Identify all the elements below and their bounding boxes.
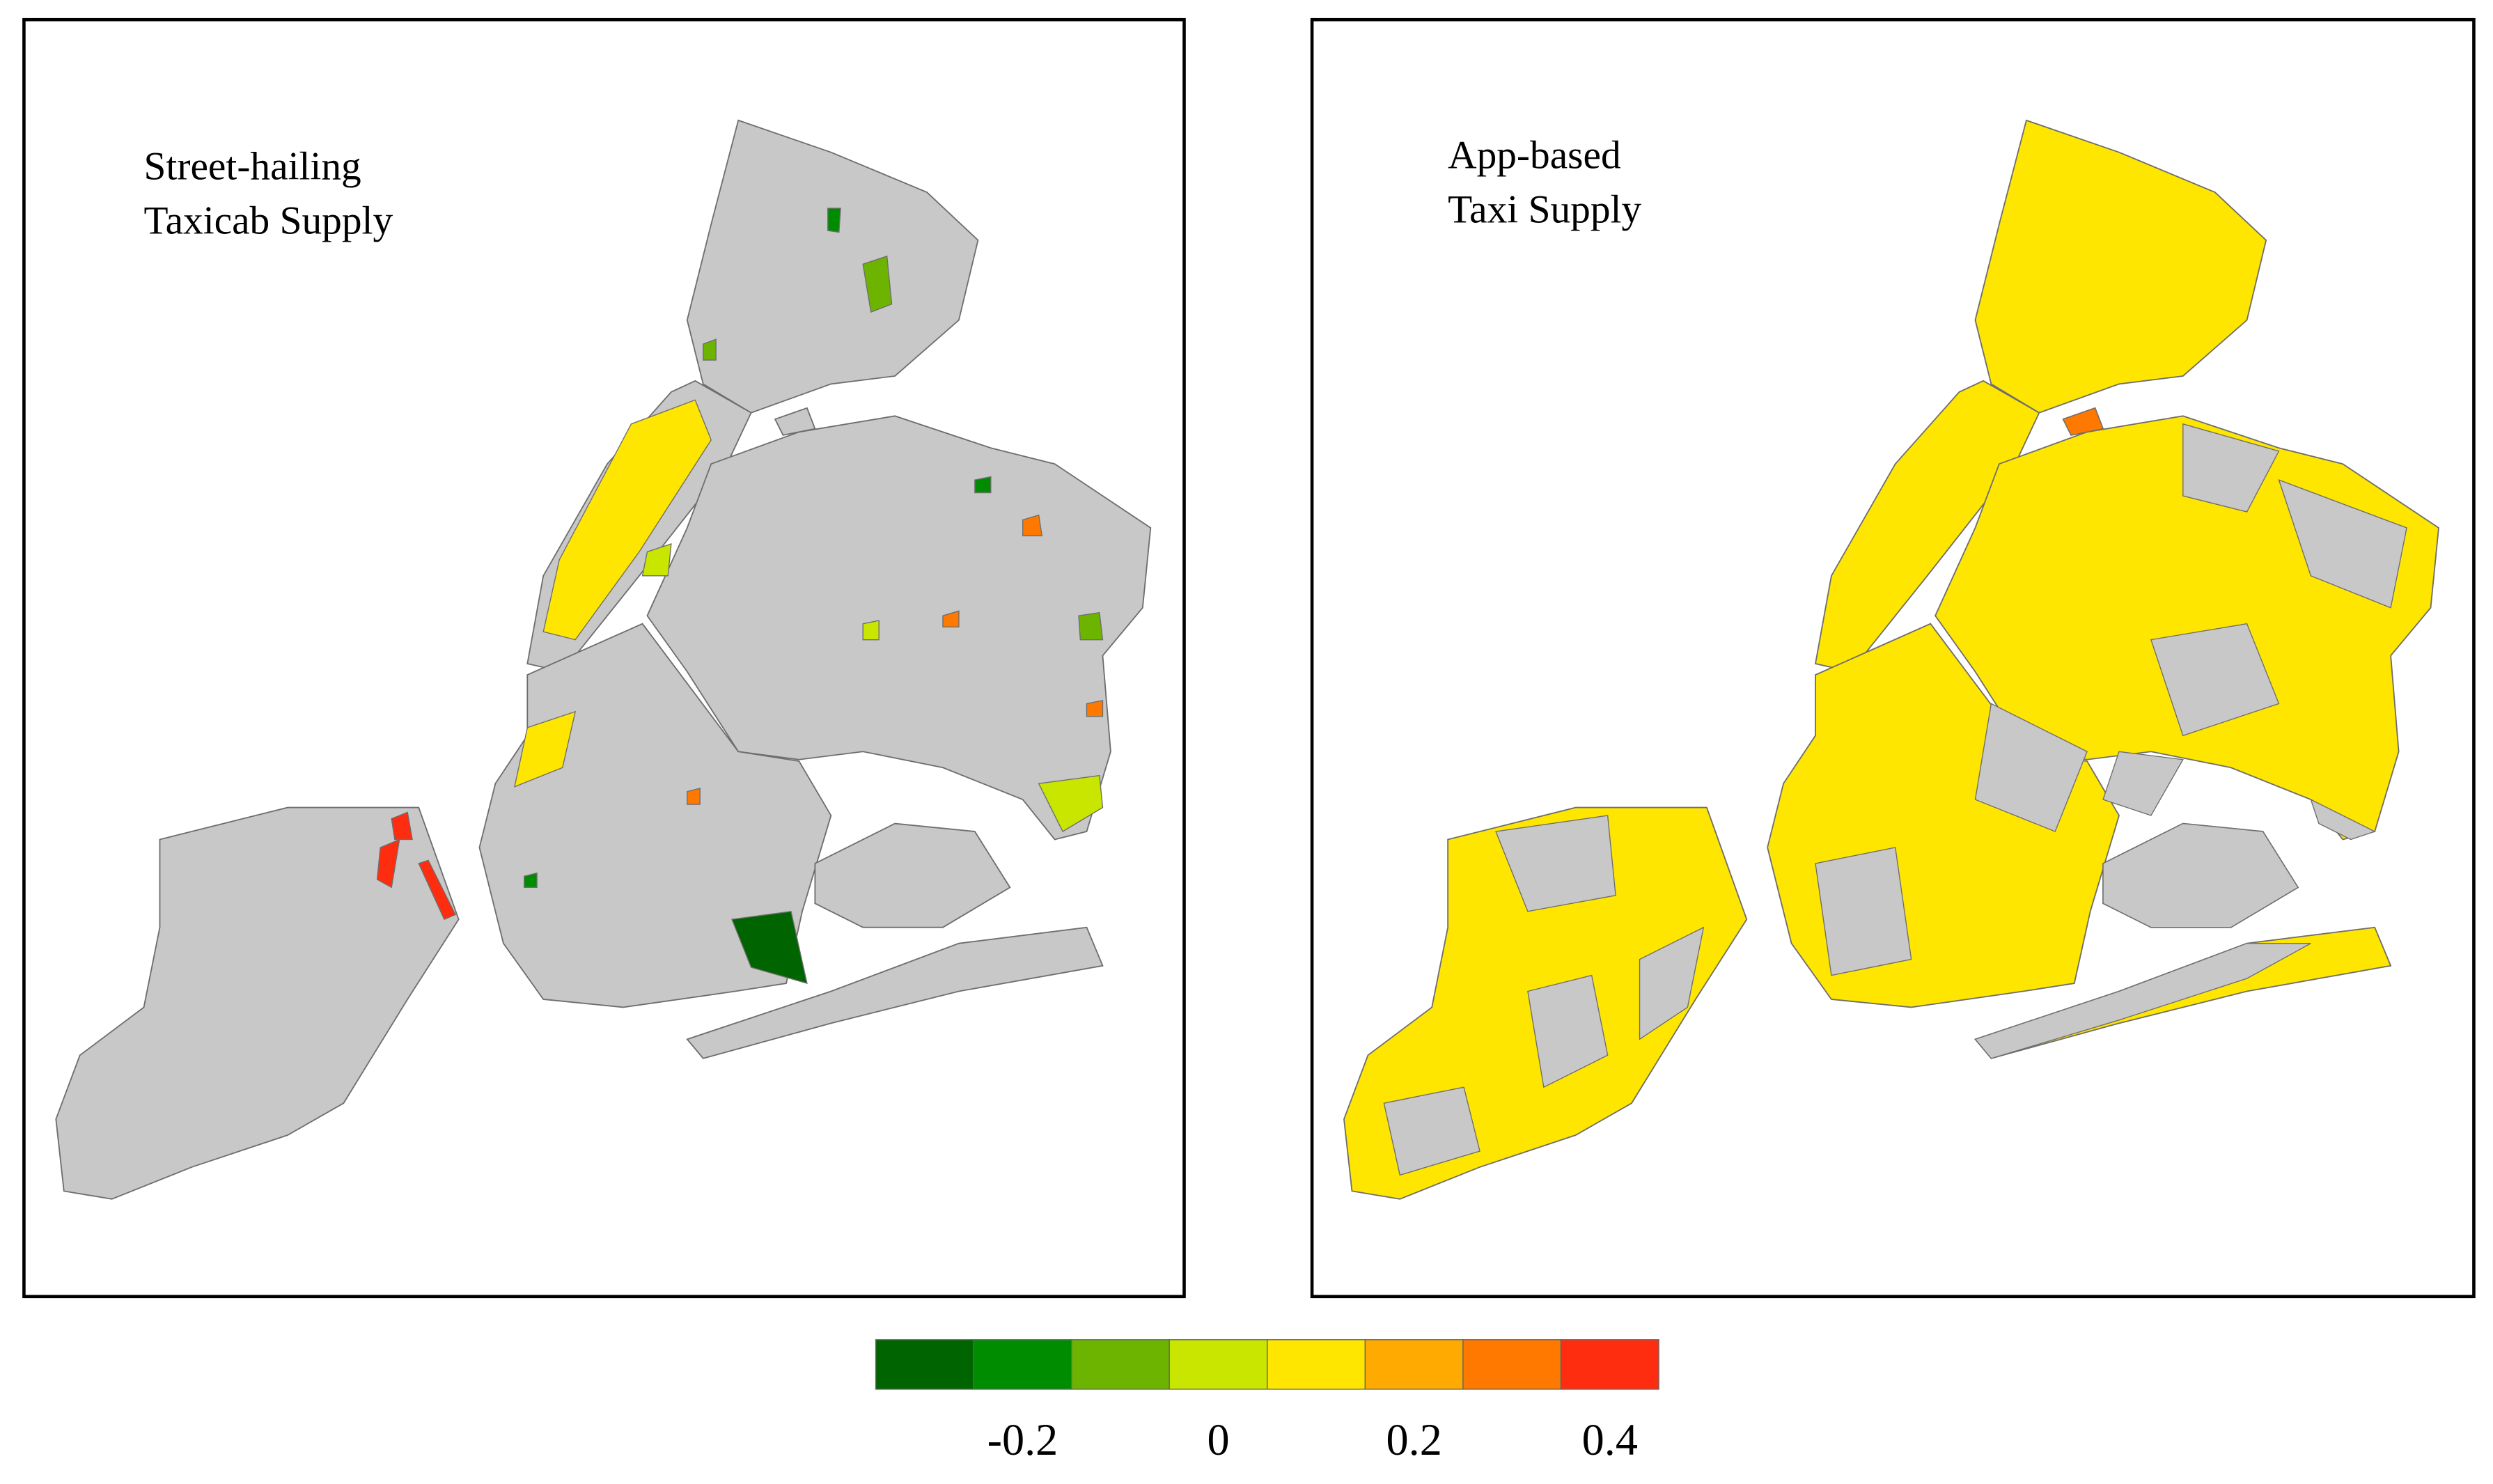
panel-title: Street-hailing xyxy=(144,145,361,189)
map-base xyxy=(1343,119,2439,1200)
panel-frame xyxy=(1310,17,2476,1299)
map xyxy=(1343,119,2439,1200)
map-gaps xyxy=(1383,423,2407,1176)
colorbar-tick-label: 0.2 xyxy=(1386,1415,1442,1465)
colorbar-bin xyxy=(1462,1339,1562,1390)
map-base xyxy=(55,119,1152,1200)
colorbar-tick-label: -0.2 xyxy=(987,1415,1058,1465)
colorbar-bin xyxy=(1071,1339,1170,1390)
colorbar-bin xyxy=(875,1339,974,1390)
panel-title: Taxicab Supply xyxy=(144,199,393,243)
panel-title: Taxi Supply xyxy=(1448,188,1641,232)
map-highlight xyxy=(2062,407,2104,436)
panel-title: App-based xyxy=(1448,134,1620,178)
colorbar-tick-label: 0 xyxy=(1207,1415,1229,1465)
colorbar-bin xyxy=(973,1339,1072,1390)
colorbar-bin xyxy=(1169,1339,1268,1390)
colorbar-tick-label: 0.4 xyxy=(1582,1415,1638,1465)
panel-frame xyxy=(22,17,1186,1299)
colorbar: -0.2 0 0.2 0.4 xyxy=(875,1339,1659,1465)
colorbar-bin xyxy=(1364,1339,1464,1390)
map-highlights xyxy=(376,208,1104,985)
colorbar-bin xyxy=(1267,1339,1366,1390)
colorbar-bin xyxy=(1560,1339,1659,1390)
